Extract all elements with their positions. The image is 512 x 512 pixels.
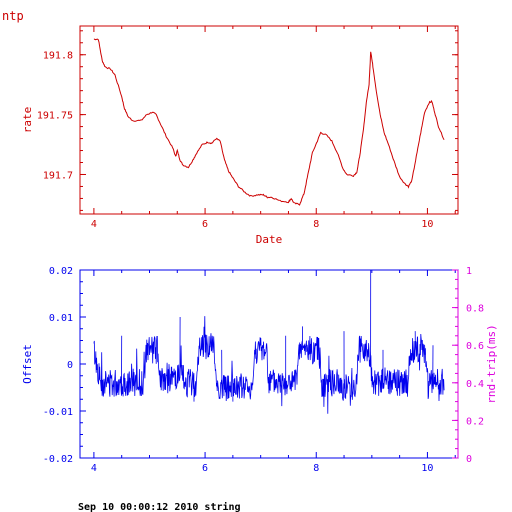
- bottom-y-tick-label: -0.02: [43, 454, 73, 465]
- bottom-offset-series-line: [93, 269, 445, 414]
- top-y-axis-label: rate: [21, 107, 34, 134]
- bottom-y-axis-label: Offset: [21, 344, 34, 384]
- top-x-ticks: 4 6 8 10: [91, 26, 456, 230]
- bottom-y-tick-label: 0.02: [49, 266, 73, 277]
- top-x-tick-label: 4: [91, 219, 97, 230]
- top-x-tick-label: 8: [313, 219, 319, 230]
- top-chart: ntp 4 6 8 10 191.7 191.75 191.8 Date rate: [2, 9, 459, 246]
- top-y-tick-label: 191.75: [37, 111, 73, 122]
- top-chart-title: ntp: [2, 9, 24, 23]
- bottom-y-ticks: 0.02 0.01 0 -0.01 -0.02: [43, 266, 86, 465]
- bottom-right-y-tick-label: 0.6: [466, 341, 484, 352]
- top-x-tick-label: 6: [202, 219, 208, 230]
- bottom-y-tick-label: 0.01: [49, 313, 73, 324]
- top-x-tick-label: 10: [421, 219, 433, 230]
- bottom-chart: 4 6 8 10 0.02 0.01 0 -0.01 -0.02 1 0.8 0.6 0.4 0.2 0…: [21, 266, 498, 474]
- bottom-right-y-tick-label: 0: [466, 454, 472, 465]
- bottom-x-tick-label: 10: [421, 463, 433, 474]
- bottom-right-y-ticks: 1 0.8 0.6 0.4 0.2 0: [452, 266, 484, 465]
- top-plot-frame: [79, 25, 459, 215]
- top-rate-series-line: [93, 38, 445, 206]
- bottom-x-tick-label: 8: [313, 463, 319, 474]
- bottom-right-axis-label: rnd-trip(ms): [485, 324, 498, 403]
- bottom-right-y-tick-label: 0.4: [466, 379, 484, 390]
- bottom-right-y-tick-label: 0.8: [466, 304, 484, 315]
- top-y-tick-label: 191.8: [43, 51, 73, 62]
- bottom-right-y-tick-label: 1: [466, 266, 472, 277]
- bottom-y-tick-label: 0: [67, 360, 73, 371]
- top-x-axis-label: Date: [256, 233, 283, 246]
- top-y-tick-label: 191.7: [43, 170, 73, 181]
- bottom-x-tick-label: 6: [202, 463, 208, 474]
- bottom-y-tick-label: -0.01: [43, 407, 73, 418]
- bottom-x-tick-label: 4: [91, 463, 97, 474]
- bottom-right-y-tick-label: 0.2: [466, 416, 484, 427]
- top-y-ticks: 191.7 191.75 191.8: [37, 30, 458, 211]
- footer-timestamp: Sep 10 00:00:12 2010 string: [78, 501, 241, 512]
